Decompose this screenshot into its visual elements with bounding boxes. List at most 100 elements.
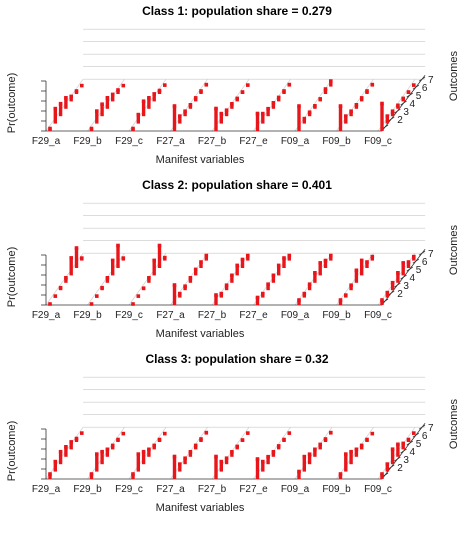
bar-top-marker <box>385 462 390 466</box>
bar-top-marker <box>121 431 126 436</box>
bar-top-marker <box>58 449 63 454</box>
bar-top-marker <box>183 284 187 288</box>
bar-top-marker <box>271 101 276 105</box>
bar-top-marker <box>178 114 182 118</box>
bar-top-marker <box>214 454 218 459</box>
bar-top-marker <box>412 83 416 87</box>
x-tick-label: F29_a <box>32 310 61 321</box>
x-tick-label: F29_a <box>32 136 61 147</box>
outcome-tick-label: 3 <box>403 281 409 292</box>
bar-top-marker <box>240 90 245 94</box>
bar-top-marker <box>255 295 260 300</box>
y-axis-label: Pr(outcome) <box>6 247 18 308</box>
bar-top-marker <box>240 257 245 262</box>
bar-top-marker <box>105 96 110 100</box>
bar-top-marker <box>365 89 369 93</box>
outcome-tick-label: 5 <box>416 91 422 102</box>
bar-top-marker <box>282 437 286 442</box>
bar-top-marker <box>53 294 58 298</box>
bar-top-marker <box>121 256 126 260</box>
x-tick-label: F27_a <box>156 136 185 147</box>
bar-top-marker <box>302 116 307 121</box>
bar-top-marker <box>329 430 333 435</box>
bar-top-marker <box>297 469 301 474</box>
bar-top-marker <box>266 454 270 459</box>
bar-top-marker <box>261 111 265 116</box>
bar-top-marker <box>323 87 328 91</box>
bar-top-marker <box>105 276 110 280</box>
bar-top-marker <box>344 293 348 297</box>
bar-top-marker <box>136 112 141 117</box>
bar-top-marker <box>271 450 276 454</box>
bar-top-marker <box>406 437 411 442</box>
bar-top-marker <box>152 92 156 96</box>
bar-top-marker <box>338 104 343 108</box>
bar-top-marker <box>282 89 286 93</box>
bar-top-marker <box>219 459 224 464</box>
bar-top-marker <box>246 253 250 258</box>
bar-top-marker <box>401 96 405 101</box>
bar-top-marker <box>302 291 307 296</box>
chart-title: Class 3: population share = 0.32 <box>145 352 328 366</box>
bar-top-marker <box>110 258 115 263</box>
bar-top-marker <box>224 456 229 460</box>
outcome-tick-label: 6 <box>422 83 428 94</box>
x-tick-label: F09_c <box>364 484 392 495</box>
bar-top-marker <box>235 96 239 101</box>
bar-top-marker <box>297 104 301 108</box>
bar-top-marker <box>313 447 317 452</box>
outcome-tick-label: 4 <box>410 273 416 284</box>
bar-top-marker <box>365 437 369 442</box>
bar-top-marker <box>163 83 167 87</box>
outcome-tick-label: 4 <box>410 99 416 110</box>
outcome-tick <box>388 464 395 470</box>
outcome-tick-label: 7 <box>428 423 434 434</box>
bar-top-marker <box>412 431 416 435</box>
bar-top-marker <box>406 90 411 94</box>
outcome-tick-label: 7 <box>428 249 434 260</box>
outcome-tick-label: 6 <box>422 431 428 442</box>
bar-top-marker <box>276 444 281 448</box>
bar-top-marker <box>69 94 73 99</box>
bar-top-marker <box>219 111 224 116</box>
bar-top-marker <box>136 452 141 456</box>
bar-top-marker <box>157 243 162 248</box>
outcome-tick-label: 2 <box>397 463 403 474</box>
bar-top-marker <box>390 280 395 285</box>
bar-top-marker <box>307 110 312 114</box>
bar-top-marker <box>390 109 395 113</box>
bar-top-marker <box>163 255 167 260</box>
bar-top-marker <box>318 442 322 447</box>
x-tick-label: F29_b <box>73 136 102 147</box>
x-tick-label: F27_b <box>198 136 227 147</box>
bar-top-marker <box>338 472 343 476</box>
bar-top-marker <box>359 443 364 448</box>
x-tick-label: F09_c <box>364 310 392 321</box>
bar-top-marker <box>255 111 260 116</box>
bar-top-marker <box>193 96 198 100</box>
bar-top-marker <box>323 437 328 441</box>
outcome-tick-label: 7 <box>428 75 434 86</box>
bar-top-marker <box>172 283 177 287</box>
bar-top-marker <box>152 443 156 448</box>
outcome-axis-label: Outcomes <box>448 224 460 275</box>
bar-top-marker <box>136 294 141 298</box>
bar-top-marker <box>188 276 193 280</box>
outcome-tick <box>418 76 426 82</box>
outcome-tick-label: 2 <box>397 289 403 300</box>
bar-top-marker <box>313 104 317 108</box>
bar-top-marker <box>230 450 234 454</box>
outcome-tick-label: 5 <box>416 439 422 450</box>
bar-top-marker <box>74 246 79 250</box>
bar-top-marker <box>214 293 218 297</box>
bar-top-marker <box>276 95 281 100</box>
bar-top-marker <box>406 260 411 264</box>
bar-top-marker <box>344 452 348 456</box>
bar-top-marker <box>100 449 104 454</box>
bar-top-marker <box>365 260 369 264</box>
x-tick-label: F09_a <box>281 310 310 321</box>
bar-top-marker <box>178 462 182 466</box>
bar-top-marker <box>246 431 250 435</box>
outcome-axis-label: Outcomes <box>448 398 460 449</box>
